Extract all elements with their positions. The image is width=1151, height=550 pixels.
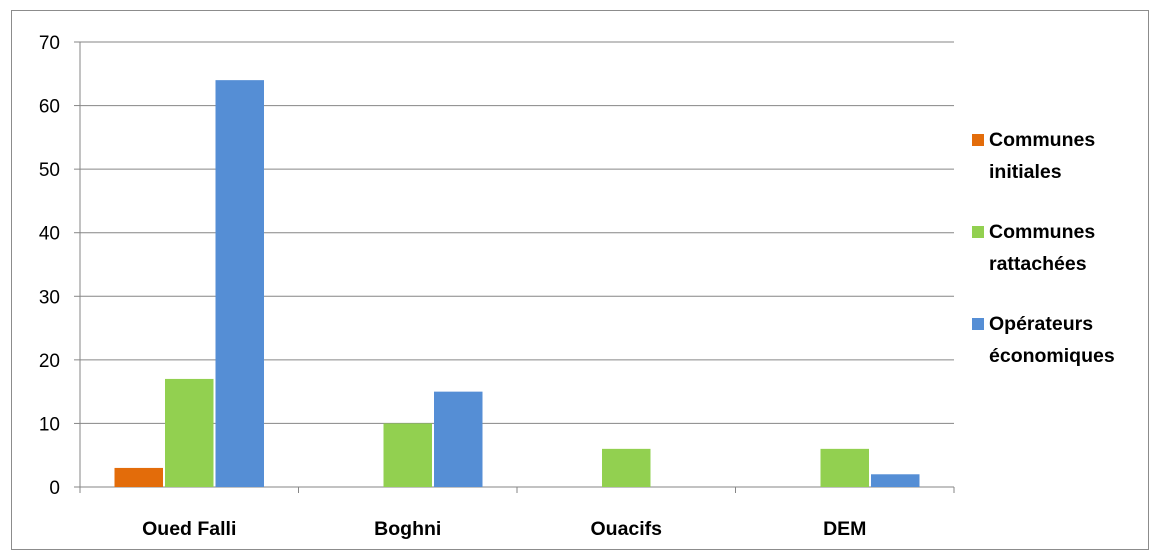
legend-swatch-communes-rattachees: [972, 226, 984, 238]
bar-boghni-operateurs-economiques: [434, 391, 483, 487]
x-tick-label: Boghni: [374, 518, 441, 540]
x-tick-label: Ouacifs: [590, 518, 662, 540]
y-tick-label: 60: [39, 97, 60, 118]
y-tick-label: 50: [39, 160, 60, 181]
legend-label: rattachées: [989, 253, 1087, 275]
bar-dem-operateurs-economiques: [871, 474, 920, 487]
bar-dem-communes-rattachees: [820, 448, 869, 487]
bar-oued-falli-communes-rattachees: [165, 378, 214, 487]
x-tick-label: DEM: [823, 518, 866, 540]
y-tick-label: 70: [39, 33, 60, 54]
legend-label: Communes: [989, 129, 1095, 151]
legend-label: initiales: [989, 161, 1062, 183]
y-tick-label: 40: [39, 224, 60, 245]
legend-swatch-operateurs-economiques: [972, 318, 984, 330]
bar-oued-falli-communes-initiales: [114, 467, 163, 487]
y-tick-label: 20: [39, 351, 60, 372]
y-tick-label: 30: [39, 287, 60, 308]
legend-label: économiques: [989, 345, 1115, 367]
bar-oued-falli-operateurs-economiques: [215, 80, 264, 488]
x-tick-label: Oued Falli: [142, 518, 236, 540]
legend-swatch-communes-initiales: [972, 134, 984, 146]
legend-label: Opérateurs: [989, 313, 1093, 335]
y-tick-label: 0: [49, 478, 60, 499]
legend-label: Communes: [989, 221, 1095, 243]
bar-boghni-communes-rattachees: [383, 423, 432, 487]
bar-ouacifs-communes-rattachees: [602, 448, 651, 487]
y-tick-label: 10: [39, 414, 60, 435]
